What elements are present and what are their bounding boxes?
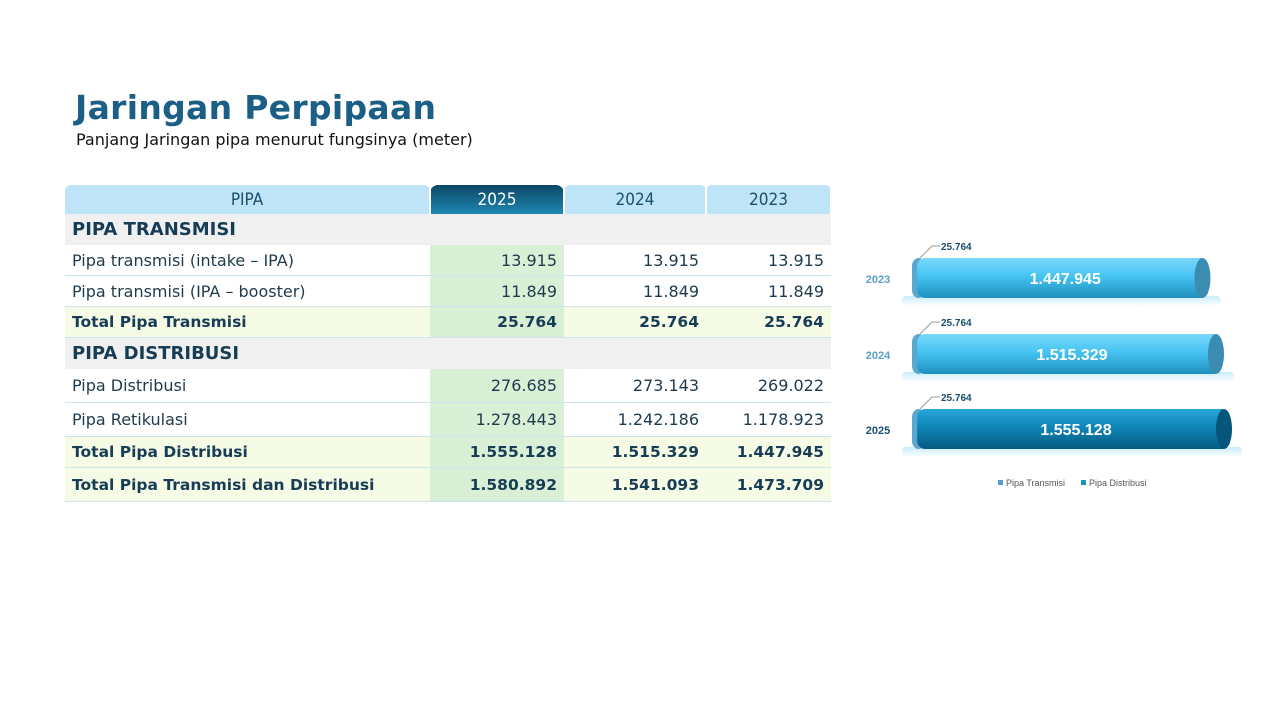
row-label: Pipa Retikulasi bbox=[65, 402, 430, 437]
cell-2023: 269.022 bbox=[706, 369, 831, 403]
row-label: Pipa transmisi (IPA – booster) bbox=[65, 275, 430, 307]
total-row-transmisi: Total Pipa Transmisi 25.764 25.764 25.76… bbox=[65, 306, 831, 338]
cell-2025: 1.278.443 bbox=[430, 402, 564, 437]
category-label: 2025 bbox=[866, 425, 890, 437]
section-row-distribusi: PIPA DISTRIBUSI bbox=[65, 337, 831, 369]
table-row: Pipa transmisi (intake – IPA) 13.915 13.… bbox=[65, 245, 831, 276]
leader-line bbox=[919, 245, 940, 259]
data-label-transmisi: 25.764 bbox=[941, 318, 972, 329]
page-subtitle: Panjang Jaringan pipa menurut fungsinya … bbox=[76, 130, 473, 149]
data-label-transmisi: 25.764 bbox=[941, 242, 972, 253]
cell-2025: 11.849 bbox=[430, 275, 564, 307]
legend-swatch bbox=[998, 480, 1003, 485]
row-label: Total Pipa Transmisi bbox=[65, 306, 430, 338]
bar-reflection bbox=[902, 372, 1234, 382]
cell-2025: 1.555.128 bbox=[430, 436, 564, 468]
pipe-length-chart: 2023 1.447.945 25.764 2024 1.515.329 25.764 20… bbox=[866, 242, 1242, 488]
bar-pipa-distribusi bbox=[917, 409, 1230, 449]
cell-2024: 1.242.186 bbox=[564, 402, 706, 437]
data-label-distribusi: 1.515.329 bbox=[1036, 347, 1107, 364]
bar-reflection bbox=[902, 447, 1242, 457]
leader-line bbox=[919, 321, 940, 335]
table-header-row: PIPA 2025 2024 2023 bbox=[65, 185, 832, 214]
cell-2024: 273.143 bbox=[564, 369, 706, 403]
cell-2023: 1.178.923 bbox=[706, 402, 831, 437]
category-label: 2024 bbox=[866, 350, 891, 362]
data-label-transmisi: 25.764 bbox=[941, 393, 972, 404]
cell-2025: 13.915 bbox=[430, 245, 564, 276]
cell-2024: 1.541.093 bbox=[564, 467, 706, 502]
data-label-distribusi: 1.555.128 bbox=[1040, 422, 1111, 439]
legend-label: Pipa Transmisi bbox=[1006, 478, 1065, 488]
row-label: Pipa transmisi (intake – IPA) bbox=[65, 245, 430, 276]
bar-end-cap bbox=[1216, 409, 1232, 449]
row-label: Pipa Distribusi bbox=[65, 369, 430, 403]
col-header-2023: 2023 bbox=[706, 185, 832, 214]
bar-pipa-distribusi bbox=[917, 334, 1222, 374]
cell-2023: 1.447.945 bbox=[706, 436, 831, 468]
section-heading: PIPA TRANSMISI bbox=[65, 214, 831, 245]
chart-legend: Pipa Transmisi Pipa Distribusi bbox=[998, 478, 1147, 488]
cell-2025: 276.685 bbox=[430, 369, 564, 403]
row-label: Total Pipa Distribusi bbox=[65, 436, 430, 468]
pipe-length-table: PIPA 2025 2024 2023 PIPA TRANSMISI Pipa … bbox=[65, 185, 832, 502]
total-row-distribusi: Total Pipa Distribusi 1.555.128 1.515.32… bbox=[65, 436, 831, 468]
cell-2023: 13.915 bbox=[706, 245, 831, 276]
col-header-pipa: PIPA bbox=[65, 185, 431, 214]
table-row: Pipa transmisi (IPA – booster) 11.849 11… bbox=[65, 275, 831, 307]
bar-end-cap bbox=[1207, 334, 1224, 374]
cell-2025: 1.580.892 bbox=[430, 467, 564, 502]
cell-2023: 25.764 bbox=[706, 306, 831, 338]
bar-reflection bbox=[902, 296, 1221, 306]
cell-2024: 11.849 bbox=[564, 275, 706, 307]
cell-2023: 1.473.709 bbox=[706, 467, 831, 502]
legend-label: Pipa Distribusi bbox=[1089, 478, 1147, 488]
col-header-2025: 2025 bbox=[430, 185, 565, 214]
row-label: Total Pipa Transmisi dan Distribusi bbox=[65, 467, 430, 502]
section-row-transmisi: PIPA TRANSMISI bbox=[65, 214, 831, 245]
legend-swatch bbox=[1081, 480, 1086, 485]
cell-2023: 11.849 bbox=[706, 275, 831, 307]
bar-end-cap bbox=[1194, 258, 1211, 298]
category-label: 2023 bbox=[866, 274, 890, 286]
page-title: Jaringan Perpipaan bbox=[75, 88, 437, 127]
cell-2024: 25.764 bbox=[564, 306, 706, 338]
leader-line bbox=[919, 396, 940, 410]
section-heading: PIPA DISTRIBUSI bbox=[65, 337, 831, 369]
data-label-distribusi: 1.447.945 bbox=[1030, 271, 1101, 288]
table-row: Pipa Distribusi 276.685 273.143 269.022 bbox=[65, 369, 831, 403]
cell-2024: 1.515.329 bbox=[564, 436, 706, 468]
cell-2024: 13.915 bbox=[564, 245, 706, 276]
col-header-2024: 2024 bbox=[564, 185, 707, 214]
table-row: Pipa Retikulasi 1.278.443 1.242.186 1.17… bbox=[65, 402, 831, 437]
bar-pipa-distribusi bbox=[917, 258, 1209, 298]
cell-2025: 25.764 bbox=[430, 306, 564, 338]
grand-total-row: Total Pipa Transmisi dan Distribusi 1.58… bbox=[65, 467, 831, 502]
